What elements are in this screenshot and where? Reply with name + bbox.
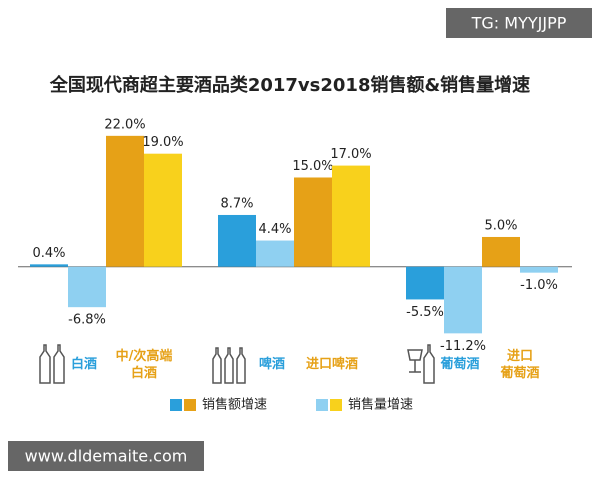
watermark-box: [446, 8, 592, 38]
bar: [106, 135, 144, 267]
category-label: 进口啤酒: [305, 357, 358, 372]
data-label: -5.5%: [406, 305, 444, 320]
data-label: -6.8%: [68, 313, 106, 328]
watermark: TG: MYYJJPP: [471, 14, 567, 33]
data-label: 15.0%: [292, 159, 333, 174]
bar: [218, 214, 256, 267]
bar: [520, 266, 558, 273]
bar: [332, 165, 370, 267]
category-label-box: 白酒: [70, 357, 97, 372]
category-label-box: 中/次高端 白酒: [115, 349, 173, 381]
chart-title: 全国现代商超主要酒品类2017vs2018销售额&销售量增速: [49, 74, 530, 96]
data-label: 5.0%: [484, 218, 517, 233]
category-label: 啤酒: [258, 357, 285, 372]
bar: [68, 266, 106, 308]
data-label: 0.4%: [32, 246, 65, 261]
category-label: 中/次高端 白酒: [115, 349, 173, 381]
legend-swatch: [184, 399, 196, 411]
legend-label: 销售额增速: [202, 397, 267, 413]
bar: [294, 177, 332, 267]
bar: [256, 240, 294, 267]
data-label: 17.0%: [330, 147, 371, 162]
category-label-box: 啤酒: [258, 357, 285, 372]
legend-swatch: [330, 399, 342, 411]
data-label: 19.0%: [142, 135, 183, 150]
bottle-icons: [39, 344, 435, 384]
bar: [144, 153, 182, 267]
category-label-box: 进口 葡萄酒: [500, 349, 540, 381]
category-label-box: 葡萄酒: [440, 357, 480, 372]
data-label: 22.0%: [104, 117, 145, 132]
legend-swatch: [170, 399, 182, 411]
legend-label: 销售量增速: [348, 397, 413, 413]
watermark: www.dldemaite.com: [25, 447, 188, 466]
data-label: 4.4%: [258, 222, 291, 237]
bar: [444, 266, 482, 334]
category-label: 葡萄酒: [440, 357, 480, 372]
data-label: -11.2%: [440, 339, 486, 354]
bar: [30, 264, 68, 267]
category-label-box: 进口啤酒: [305, 357, 358, 372]
watermark-box: [8, 441, 204, 471]
data-label: -1.0%: [520, 278, 558, 293]
legend-swatch: [316, 399, 328, 411]
category-label: 白酒: [70, 357, 97, 372]
bar: [482, 236, 520, 267]
category-label: 进口 葡萄酒: [500, 349, 540, 381]
bar: [406, 266, 444, 300]
data-label: 8.7%: [220, 196, 253, 211]
